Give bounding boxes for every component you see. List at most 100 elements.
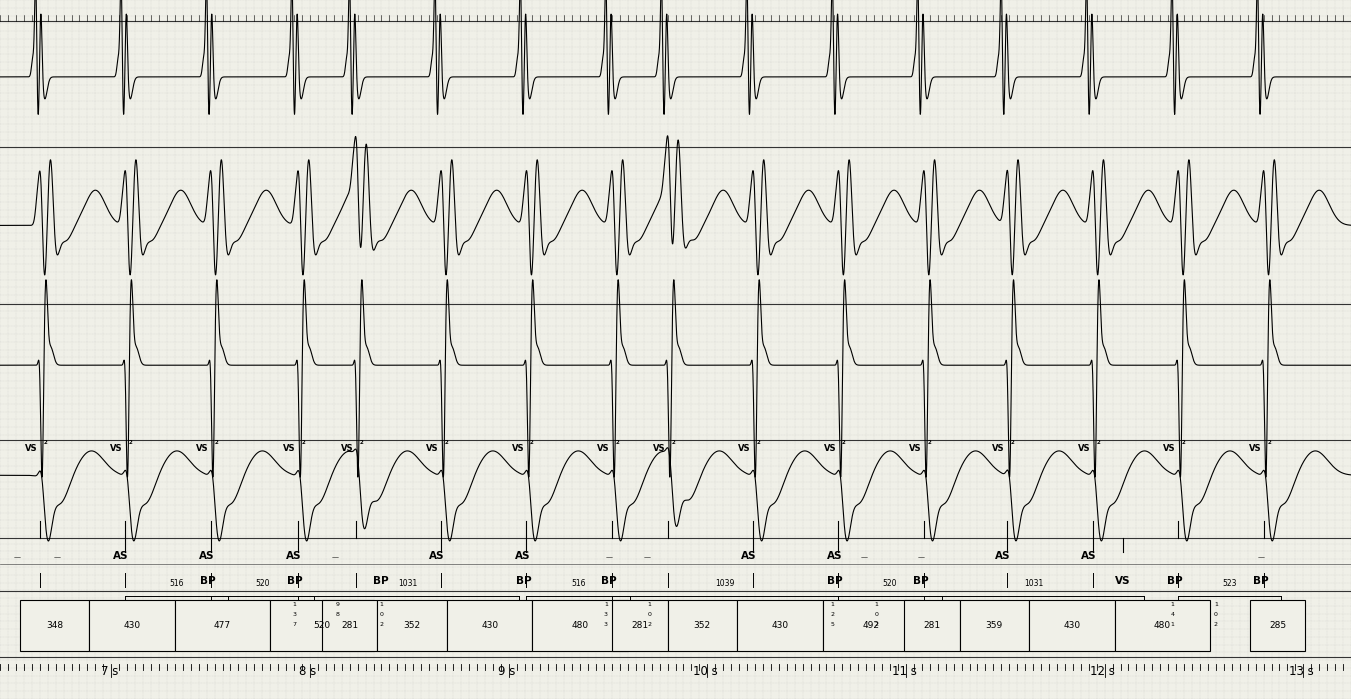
Bar xyxy=(1115,600,1210,651)
Text: AS: AS xyxy=(996,552,1011,561)
Text: 2: 2 xyxy=(647,621,651,627)
Text: 0: 0 xyxy=(874,612,878,617)
Bar xyxy=(959,600,1029,651)
Text: 8 s: 8 s xyxy=(300,665,316,677)
Text: AS: AS xyxy=(199,552,215,561)
Text: 520: 520 xyxy=(313,621,331,630)
Text: —: — xyxy=(607,554,613,560)
Text: 2: 2 xyxy=(128,440,132,445)
Text: VS: VS xyxy=(653,444,665,453)
Text: 10 s: 10 s xyxy=(693,665,717,677)
Text: 430: 430 xyxy=(123,621,141,630)
Text: 2: 2 xyxy=(874,621,878,627)
Text: 520: 520 xyxy=(255,579,269,588)
Text: BP: BP xyxy=(913,576,928,586)
Text: 2: 2 xyxy=(301,440,305,445)
Text: 1031: 1031 xyxy=(1024,579,1044,588)
Bar xyxy=(270,600,373,651)
Bar xyxy=(447,600,532,651)
Text: 2: 2 xyxy=(43,440,47,445)
Text: —: — xyxy=(14,554,20,560)
Text: 2: 2 xyxy=(359,440,363,445)
Text: VS: VS xyxy=(1115,576,1129,586)
Text: 2: 2 xyxy=(927,440,931,445)
Text: 1: 1 xyxy=(874,602,878,607)
Text: 2: 2 xyxy=(671,440,676,445)
Text: 0: 0 xyxy=(1215,612,1217,617)
Bar xyxy=(823,600,920,651)
Text: 3: 3 xyxy=(604,612,608,617)
Text: 430: 430 xyxy=(771,621,789,630)
Text: VS: VS xyxy=(512,444,524,453)
Text: 2: 2 xyxy=(1011,440,1015,445)
Text: 516: 516 xyxy=(571,579,585,588)
Text: VS: VS xyxy=(824,444,836,453)
Text: 359: 359 xyxy=(986,621,1002,630)
Text: 2: 2 xyxy=(1096,440,1100,445)
Text: 11 s: 11 s xyxy=(892,665,916,677)
Text: BP: BP xyxy=(288,576,303,586)
Text: AS: AS xyxy=(515,552,530,561)
Text: BP: BP xyxy=(200,576,215,586)
Text: BP: BP xyxy=(516,576,531,586)
Text: 430: 430 xyxy=(481,621,499,630)
Bar xyxy=(904,600,959,651)
Text: 348: 348 xyxy=(46,621,63,630)
Text: 1: 1 xyxy=(831,602,835,607)
Text: 2: 2 xyxy=(380,621,384,627)
Text: 516: 516 xyxy=(170,579,184,588)
Text: 492: 492 xyxy=(863,621,880,630)
Text: 480: 480 xyxy=(571,621,589,630)
Text: VS: VS xyxy=(426,444,439,453)
Text: 5: 5 xyxy=(831,621,835,627)
Text: 7 s: 7 s xyxy=(100,665,118,677)
Text: AS: AS xyxy=(742,552,757,561)
Text: AS: AS xyxy=(430,552,444,561)
Text: 1: 1 xyxy=(380,602,384,607)
Text: VS: VS xyxy=(24,444,38,453)
Text: 352: 352 xyxy=(694,621,711,630)
Bar xyxy=(612,600,667,651)
Bar xyxy=(377,600,447,651)
Text: 281: 281 xyxy=(631,621,648,630)
Text: —: — xyxy=(332,554,339,560)
Text: 9 s: 9 s xyxy=(499,665,515,677)
Text: VS: VS xyxy=(111,444,123,453)
Text: BP: BP xyxy=(827,576,843,586)
Text: 281: 281 xyxy=(340,621,358,630)
Text: —: — xyxy=(54,554,61,560)
Text: —: — xyxy=(643,554,651,560)
Text: 9: 9 xyxy=(336,602,339,607)
Text: 0: 0 xyxy=(647,612,651,617)
Text: VS: VS xyxy=(597,444,609,453)
Text: VS: VS xyxy=(1248,444,1262,453)
Text: VS: VS xyxy=(196,444,208,453)
Bar xyxy=(1250,600,1305,651)
Text: 4: 4 xyxy=(1170,612,1174,617)
Text: 3: 3 xyxy=(292,612,296,617)
Text: 12 s: 12 s xyxy=(1090,665,1115,677)
Text: —: — xyxy=(1258,554,1265,560)
Text: 1: 1 xyxy=(1215,602,1217,607)
Text: —: — xyxy=(861,554,867,560)
Text: 0: 0 xyxy=(380,612,384,617)
Text: 2: 2 xyxy=(1182,440,1185,445)
Text: AS: AS xyxy=(286,552,301,561)
Bar xyxy=(174,600,270,651)
Text: AS: AS xyxy=(1081,552,1096,561)
Text: VS: VS xyxy=(993,444,1005,453)
Bar xyxy=(1029,600,1115,651)
Text: AS: AS xyxy=(827,552,842,561)
Bar xyxy=(667,600,738,651)
Text: 477: 477 xyxy=(213,621,231,630)
Text: 2: 2 xyxy=(616,440,619,445)
Text: 520: 520 xyxy=(882,579,897,588)
Text: 430: 430 xyxy=(1063,621,1081,630)
Text: VS: VS xyxy=(340,444,353,453)
Text: 1: 1 xyxy=(1170,621,1174,627)
Text: BP: BP xyxy=(1252,576,1269,586)
Text: VS: VS xyxy=(284,444,296,453)
Text: 2: 2 xyxy=(831,612,835,617)
Text: 2: 2 xyxy=(1215,621,1217,627)
Text: BP: BP xyxy=(1167,576,1183,586)
